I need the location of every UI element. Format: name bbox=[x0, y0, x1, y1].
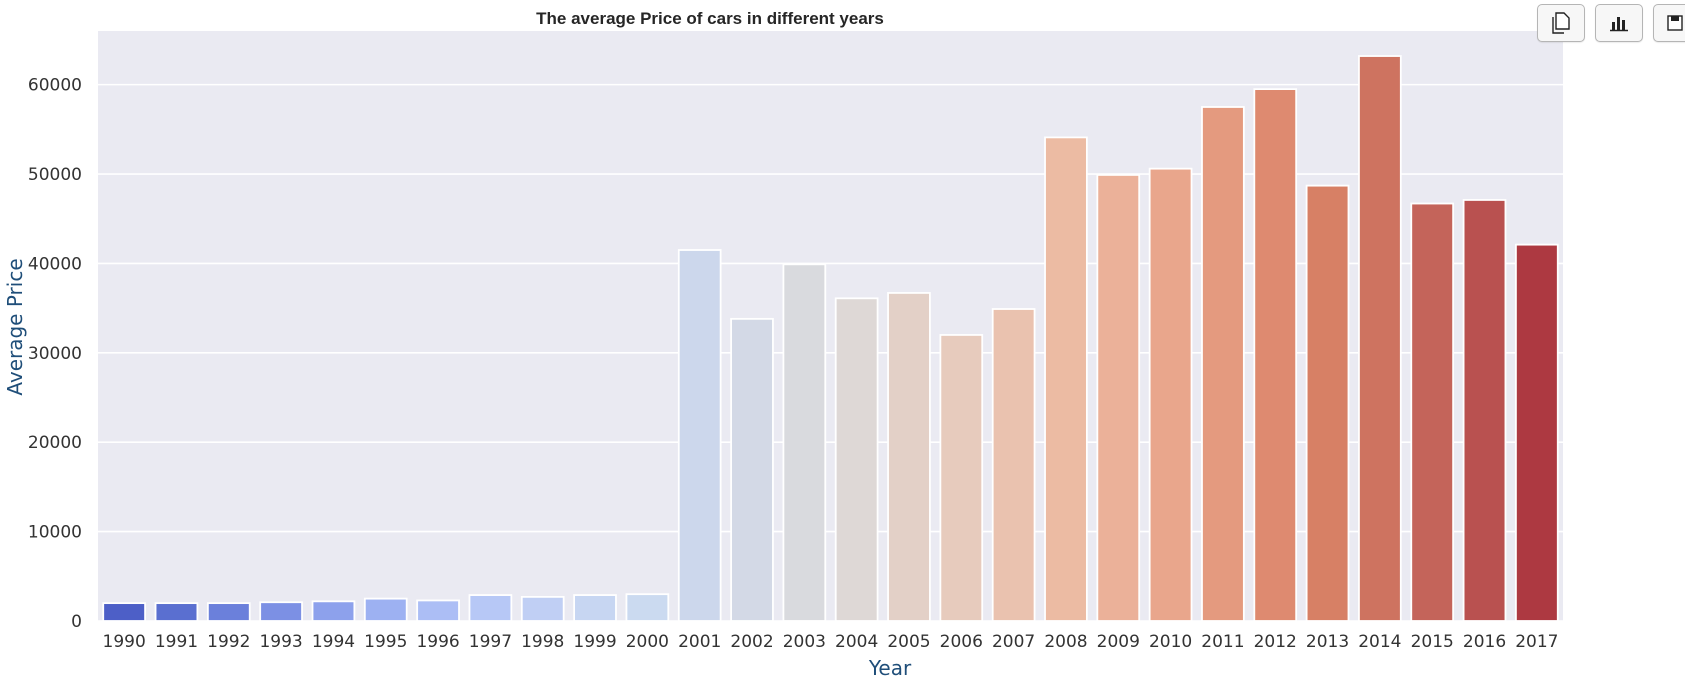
x-tick-label: 1991 bbox=[155, 632, 198, 652]
bar-2004 bbox=[834, 297, 879, 622]
x-tick-labels: 1990 1991 1992 1993 1994 1995 1996 1997 1998 1999… bbox=[103, 632, 1559, 652]
x-tick-label: 2006 bbox=[940, 632, 983, 652]
x-tick-label: 2010 bbox=[1149, 632, 1192, 652]
bar-2003 bbox=[782, 263, 827, 622]
bar-2007 bbox=[991, 308, 1036, 622]
y-tick-label: 20000 bbox=[28, 433, 82, 453]
y-tick-label: 40000 bbox=[28, 254, 82, 274]
bars bbox=[102, 55, 1559, 622]
x-tick-label: 2002 bbox=[730, 632, 773, 652]
bar-2006 bbox=[939, 334, 984, 622]
x-tick-label: 2014 bbox=[1358, 632, 1401, 652]
x-tick-label: 2008 bbox=[1044, 632, 1087, 652]
bar-chart-icon bbox=[1609, 14, 1629, 32]
save-button[interactable] bbox=[1653, 4, 1685, 42]
bar-2011 bbox=[1201, 106, 1245, 622]
bar-2016 bbox=[1462, 199, 1507, 622]
x-tick-label: 2012 bbox=[1254, 632, 1297, 652]
chart-toolbar bbox=[1537, 4, 1685, 42]
bar-2012 bbox=[1253, 88, 1298, 622]
bar-2005 bbox=[887, 292, 931, 622]
x-tick-label: 2016 bbox=[1463, 632, 1506, 652]
bar-1991 bbox=[154, 602, 199, 622]
x-tick-label: 2009 bbox=[1097, 632, 1140, 652]
bar-1997 bbox=[468, 594, 513, 622]
bar-1998 bbox=[520, 595, 565, 622]
x-tick-label: 2013 bbox=[1306, 632, 1349, 652]
x-tick-label: 2011 bbox=[1201, 632, 1244, 652]
bar-2015 bbox=[1410, 202, 1455, 622]
x-tick-label: 2015 bbox=[1411, 632, 1454, 652]
x-axis-label: Year bbox=[868, 656, 912, 680]
bar-2017 bbox=[1515, 243, 1559, 622]
bar-1990 bbox=[102, 602, 146, 622]
y-tick-label: 50000 bbox=[28, 165, 82, 185]
x-tick-label: 2000 bbox=[626, 632, 669, 652]
x-tick-label: 1995 bbox=[364, 632, 407, 652]
bar-1993 bbox=[259, 601, 303, 622]
x-tick-label: 1990 bbox=[103, 632, 146, 652]
x-tick-label: 2003 bbox=[783, 632, 826, 652]
x-tick-label: 1992 bbox=[207, 632, 250, 652]
y-tick-label: 0 bbox=[71, 612, 82, 632]
x-tick-label: 1993 bbox=[259, 632, 302, 652]
bar-1992 bbox=[206, 602, 251, 622]
x-tick-label: 2001 bbox=[678, 632, 721, 652]
y-tick-label: 10000 bbox=[28, 523, 82, 543]
y-tick-label: 60000 bbox=[28, 76, 82, 96]
x-tick-label: 1998 bbox=[521, 632, 564, 652]
y-axis-label: Average Price bbox=[3, 258, 27, 395]
save-icon bbox=[1666, 14, 1684, 32]
bar-2008 bbox=[1044, 136, 1088, 622]
bar-2002 bbox=[730, 317, 774, 622]
x-tick-label: 1996 bbox=[416, 632, 459, 652]
copy-button[interactable] bbox=[1537, 4, 1585, 42]
bar-2000 bbox=[625, 593, 670, 622]
bar-1999 bbox=[573, 594, 617, 622]
bar-1994 bbox=[311, 600, 356, 622]
x-tick-label: 2007 bbox=[992, 632, 1035, 652]
copy-icon bbox=[1552, 12, 1570, 34]
bar-2014 bbox=[1358, 55, 1402, 622]
y-tick-label: 30000 bbox=[28, 344, 82, 364]
x-tick-label: 2017 bbox=[1515, 632, 1558, 652]
x-tick-label: 1994 bbox=[312, 632, 355, 652]
chart-view-button[interactable] bbox=[1595, 4, 1643, 42]
bar-2009 bbox=[1096, 174, 1141, 622]
x-tick-label: 2005 bbox=[887, 632, 930, 652]
bar-2001 bbox=[677, 249, 722, 622]
bar-1996 bbox=[416, 599, 460, 622]
x-tick-label: 2004 bbox=[835, 632, 878, 652]
bar-2013 bbox=[1305, 184, 1350, 622]
x-tick-label: 1999 bbox=[573, 632, 616, 652]
bar-2010 bbox=[1148, 167, 1193, 622]
bar-1995 bbox=[363, 597, 408, 622]
chart-title: The average Price of cars in different y… bbox=[536, 9, 884, 28]
x-tick-label: 1997 bbox=[469, 632, 512, 652]
y-tick-labels: 0 10000 20000 30000 40000 50000 60000 bbox=[28, 76, 82, 632]
